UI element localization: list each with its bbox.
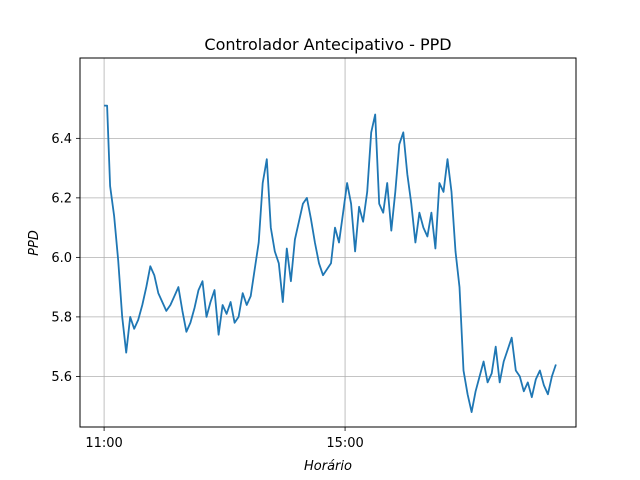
y-tick-label: 5.8 [51, 310, 72, 325]
plot-frame [79, 57, 577, 428]
x-axis-label: Horário [304, 459, 352, 474]
x-axis: 11:00 15:00 [85, 427, 364, 451]
y-tick-label: 6.2 [51, 191, 72, 206]
x-tick-label: 11:00 [85, 436, 122, 451]
y-tick-label: 5.6 [51, 370, 72, 385]
plot-area [104, 104, 557, 413]
ppd-series-line [104, 104, 557, 413]
grid [80, 58, 576, 427]
y-axis-label: PPD [27, 230, 42, 256]
y-tick-label: 6.0 [51, 251, 72, 266]
chart-title: Controlador Antecipativo - PPD [204, 35, 451, 54]
y-axis: 5.6 5.8 6.0 6.2 6.4 [51, 132, 80, 385]
x-tick-label: 15:00 [326, 436, 363, 451]
y-tick-label: 6.4 [51, 132, 72, 147]
